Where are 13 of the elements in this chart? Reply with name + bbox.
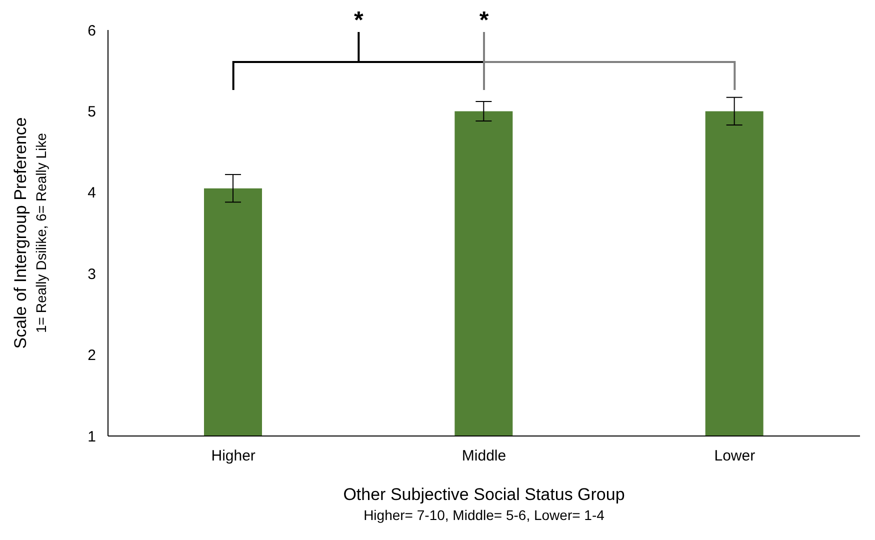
x-tick-label: Higher (211, 448, 256, 465)
annotation: * (479, 7, 490, 34)
y-axis-title: Scale of Intergroup Preference 1= Really Dsilike, 6= Really Like (11, 117, 49, 349)
y-tick-label: 5 (88, 104, 96, 121)
x-axis-title: Other Subjective Social Status Group Higher= 7-10, Middle= 5-6, Lower= 1-4 (343, 485, 625, 523)
y-tick-label: 3 (88, 266, 96, 283)
x-tick-label: Lower (714, 448, 756, 465)
y-tick-label: 6 (88, 22, 96, 40)
x-tick-label: Middle (462, 448, 506, 465)
y-tick-label: 1 (88, 428, 96, 446)
y-tick-label: 2 (88, 347, 96, 364)
y-tick-label: 4 (88, 184, 96, 202)
annotation: * (354, 7, 364, 34)
